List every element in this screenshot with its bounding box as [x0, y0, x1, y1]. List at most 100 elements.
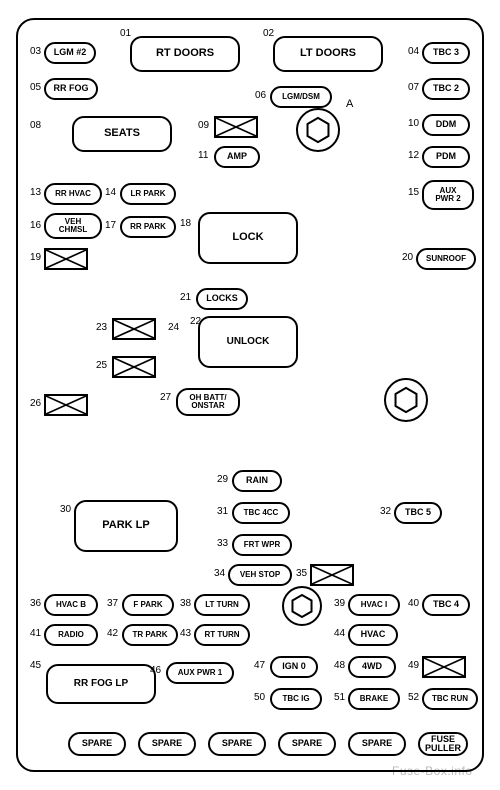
fuse-label: LOCK: [232, 232, 263, 244]
empty-slot-cb-35: [310, 564, 354, 586]
fuse-rr-hvac: RR HVAC: [44, 183, 102, 205]
slot-number: 43: [180, 628, 191, 639]
fuse-rr-fog: RR FOG: [44, 78, 98, 100]
fuse-label: RR PARK: [130, 223, 166, 231]
fuse-label: RADIO: [58, 631, 84, 639]
fuse-label: VEH CHMSL: [59, 218, 87, 235]
fuse-tbc-run: TBC RUN: [422, 688, 478, 710]
slot-number: 37: [107, 598, 118, 609]
fuse-hvac: HVAC: [348, 624, 398, 646]
slot-number: 27: [160, 392, 171, 403]
slot-number: 34: [214, 568, 225, 579]
slot-number: 39: [334, 598, 345, 609]
fuse-unlock: UNLOCK: [198, 316, 298, 368]
fuse-sunroof: SUNROOF: [416, 248, 476, 270]
empty-slot-cb-25: [112, 356, 156, 378]
slot-number: 42: [107, 628, 118, 639]
fuse-f-park: F PARK: [122, 594, 174, 616]
slot-number: 49: [408, 660, 419, 671]
fuse-label: SPARE: [222, 739, 252, 748]
slot-number: 02: [263, 28, 274, 39]
slot-number: 48: [334, 660, 345, 671]
marker-letter: A: [346, 98, 353, 110]
fuse-aux-pwr-2: AUX PWR 2: [422, 180, 474, 210]
fuse-locks: LOCKS: [196, 288, 248, 310]
fuse-label: TBC IG: [282, 695, 309, 703]
slot-number: 52: [408, 692, 419, 703]
watermark: Fuse-Box.info: [392, 764, 473, 778]
fuse-label: RAIN: [246, 476, 268, 485]
fuse-label: UNLOCK: [227, 337, 270, 348]
fuse-label: HVAC B: [56, 601, 86, 609]
fuse-label: SEATS: [104, 128, 140, 140]
fuse-label: HVAC I: [361, 601, 388, 609]
slot-number: 07: [408, 82, 419, 93]
slot-number: 15: [408, 187, 419, 198]
slot-number: 32: [380, 506, 391, 517]
fuse-label: TBC 3: [433, 48, 459, 57]
fuse-oh-batt-onstar: OH BATT/ ONSTAR: [176, 388, 240, 416]
fuse-rr-fog-lp: RR FOG LP: [46, 664, 156, 704]
fuse-spare-2: SPARE: [138, 732, 196, 756]
fuse-lr-park: LR PARK: [120, 183, 176, 205]
fuse-lock: LOCK: [198, 212, 298, 264]
slot-number: 46: [150, 665, 161, 676]
fuse-rt-turn: RT TURN: [194, 624, 250, 646]
fuse-ign-0: IGN 0: [270, 656, 318, 678]
empty-slot-cb-26: [44, 394, 88, 416]
slot-number: 36: [30, 598, 41, 609]
slot-number: 23: [96, 322, 107, 333]
slot-number: 05: [30, 82, 41, 93]
slot-number: 17: [105, 220, 116, 231]
slot-number: 40: [408, 598, 419, 609]
fuse-tr-park: TR PARK: [122, 624, 178, 646]
fuse-label: SPARE: [362, 739, 392, 748]
fuse-label: 4WD: [362, 662, 382, 671]
fuse-label: RR FOG LP: [74, 679, 128, 690]
slot-number: 08: [30, 120, 41, 131]
fuse-box-diagram: RT DOORS LT DOORS LGM #2 TBC 3 RR FOG LGM/DSM…: [0, 0, 500, 790]
fuse-rt-doors: RT DOORS: [130, 36, 240, 72]
fuse-lt-doors: LT DOORS: [273, 36, 383, 72]
fuse-lgm-dsm: LGM/DSM: [270, 86, 332, 108]
fuse-label: TBC RUN: [432, 695, 468, 703]
slot-number: 29: [217, 474, 228, 485]
fuse-label: LT TURN: [205, 601, 239, 609]
fuse-radio: RADIO: [44, 624, 98, 646]
empty-slot-cb-49: [422, 656, 466, 678]
fuse-spare-1: SPARE: [68, 732, 126, 756]
slot-number: 13: [30, 187, 41, 198]
fuse-lgm-2: LGM #2: [44, 42, 96, 64]
slot-number: 31: [217, 506, 228, 517]
fuse-label: SUNROOF: [426, 255, 466, 263]
fuse-label: TBC 4CC: [244, 509, 279, 517]
slot-number: 21: [180, 292, 191, 303]
fuse-label: SPARE: [82, 739, 112, 748]
fuse-label: TR PARK: [133, 631, 168, 639]
slot-number: 14: [105, 187, 116, 198]
fuse-label: AUX PWR 1: [178, 669, 222, 677]
slot-number: 16: [30, 220, 41, 231]
slot-number: 33: [217, 538, 228, 549]
fuse-label: LT DOORS: [300, 48, 356, 60]
bolt-hexagon-icon: [282, 586, 322, 626]
fuse-pdm: PDM: [422, 146, 470, 168]
fuse-spare-5: SPARE: [348, 732, 406, 756]
fuse-label: LGM/DSM: [282, 93, 320, 101]
fuse-tbc-5: TBC 5: [394, 502, 442, 524]
fuse-label: SPARE: [292, 739, 322, 748]
slot-number: 01: [120, 28, 131, 39]
fuse-label: RR FOG: [54, 84, 89, 93]
slot-number: 50: [254, 692, 265, 703]
fuse-label: AUX PWR 2: [435, 187, 460, 204]
fuse-frt-wpr: FRT WPR: [232, 534, 292, 556]
slot-number: 47: [254, 660, 265, 671]
fuse-label: TBC 5: [405, 508, 431, 517]
slot-number: 41: [30, 628, 41, 639]
fuse-label: PARK LP: [102, 520, 149, 532]
slot-number: 11: [198, 150, 208, 161]
fuse-label: LOCKS: [206, 294, 238, 303]
slot-number: 19: [30, 252, 41, 263]
bolt-hexagon-icon: [296, 108, 340, 152]
fuse-label: FRT WPR: [244, 541, 280, 549]
